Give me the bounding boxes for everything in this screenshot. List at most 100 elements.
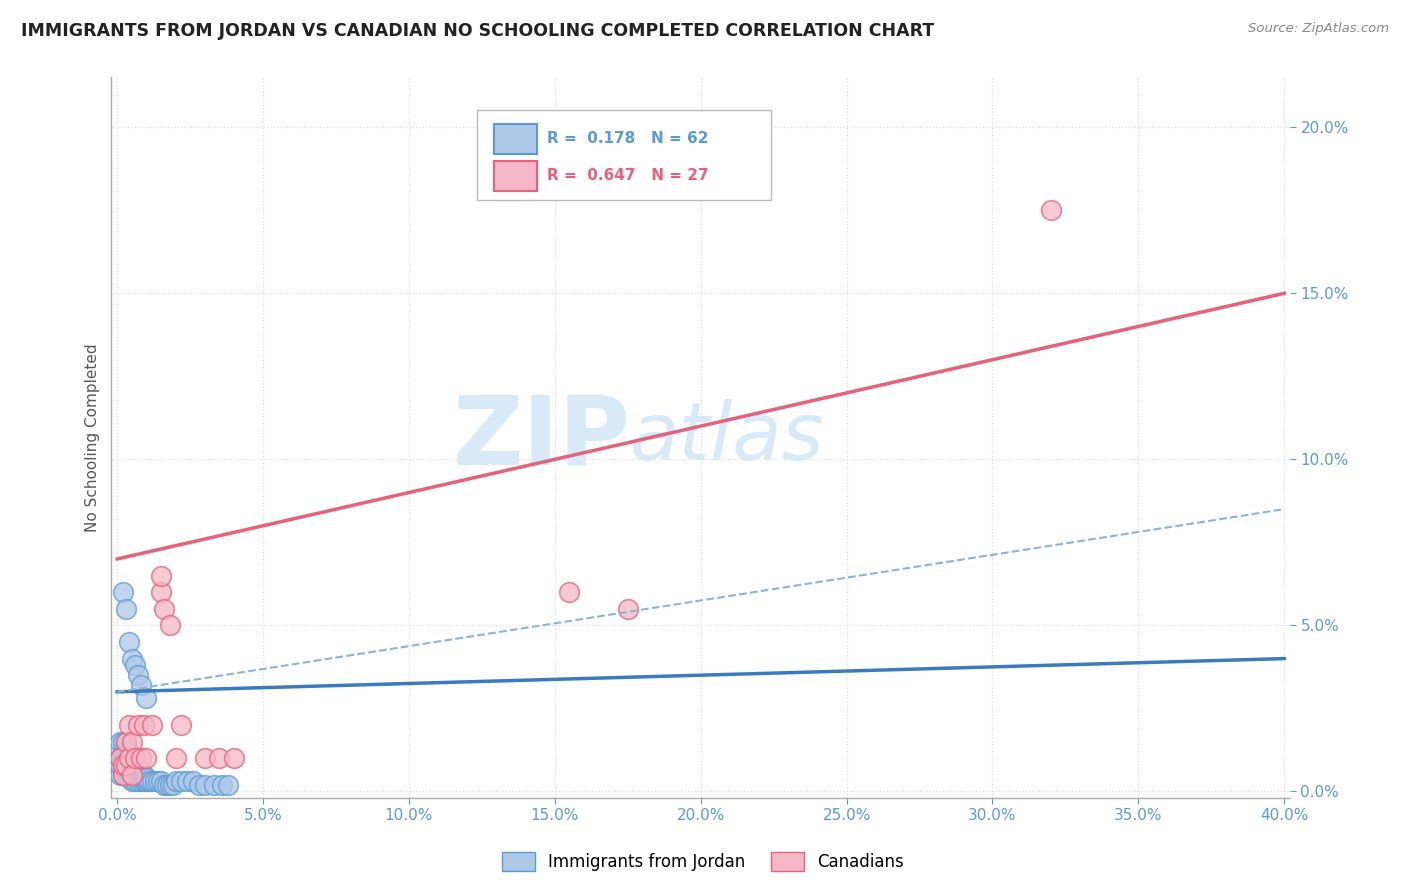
Point <box>115 757 138 772</box>
Text: atlas: atlas <box>630 399 825 476</box>
Point <box>558 585 581 599</box>
Point <box>118 745 141 759</box>
Point <box>124 757 146 772</box>
Point <box>115 751 138 765</box>
Point <box>112 745 135 759</box>
Point <box>129 678 152 692</box>
FancyBboxPatch shape <box>477 110 772 200</box>
Point <box>138 774 160 789</box>
Point <box>135 774 157 789</box>
Point <box>617 601 640 615</box>
Point <box>159 618 181 632</box>
Point <box>108 751 131 765</box>
Point <box>115 734 138 748</box>
Point <box>127 668 149 682</box>
Point <box>118 718 141 732</box>
Point <box>118 751 141 765</box>
Point <box>141 774 163 789</box>
Point <box>129 771 152 785</box>
Point <box>181 774 204 789</box>
Point <box>135 751 157 765</box>
Point <box>108 734 131 748</box>
Point <box>112 768 135 782</box>
Point <box>135 771 157 785</box>
Point <box>121 651 143 665</box>
Text: R =  0.178   N = 62: R = 0.178 N = 62 <box>547 131 709 145</box>
Point <box>112 757 135 772</box>
Point <box>124 774 146 789</box>
Point <box>118 757 141 772</box>
Point <box>132 768 155 782</box>
Point <box>121 751 143 765</box>
Point <box>187 778 209 792</box>
Point <box>170 718 193 732</box>
Point <box>211 778 233 792</box>
Text: IMMIGRANTS FROM JORDAN VS CANADIAN NO SCHOOLING COMPLETED CORRELATION CHART: IMMIGRANTS FROM JORDAN VS CANADIAN NO SC… <box>21 22 935 40</box>
Text: R =  0.647   N = 27: R = 0.647 N = 27 <box>547 168 709 183</box>
Point <box>115 764 138 779</box>
Point <box>156 778 179 792</box>
Point <box>124 751 146 765</box>
Point <box>153 601 176 615</box>
Point <box>118 771 141 785</box>
Point <box>127 768 149 782</box>
Point <box>129 751 152 765</box>
Text: ZIP: ZIP <box>453 392 630 484</box>
Point <box>115 768 138 782</box>
Point <box>165 774 187 789</box>
Point <box>194 778 217 792</box>
Text: Source: ZipAtlas.com: Source: ZipAtlas.com <box>1249 22 1389 36</box>
Point <box>118 751 141 765</box>
Point <box>121 768 143 782</box>
Point <box>121 768 143 782</box>
Point <box>112 734 135 748</box>
Point <box>135 691 157 706</box>
Point <box>124 768 146 782</box>
Point <box>146 774 169 789</box>
Point <box>222 751 245 765</box>
Point <box>176 774 198 789</box>
Point <box>108 751 131 765</box>
Point <box>162 778 184 792</box>
Point <box>1039 203 1062 218</box>
Point <box>159 778 181 792</box>
Point <box>112 751 135 765</box>
Point <box>121 774 143 789</box>
Point <box>121 734 143 748</box>
Point <box>202 778 225 792</box>
Point <box>143 774 166 789</box>
Point <box>115 757 138 772</box>
Point <box>170 774 193 789</box>
Point <box>112 585 135 599</box>
Point <box>194 751 217 765</box>
Point <box>118 635 141 649</box>
Point <box>115 745 138 759</box>
Y-axis label: No Schooling Completed: No Schooling Completed <box>86 343 100 532</box>
Point <box>121 761 143 775</box>
Point <box>141 718 163 732</box>
Point <box>150 585 173 599</box>
Point <box>129 774 152 789</box>
Point <box>124 658 146 673</box>
Point <box>217 778 239 792</box>
FancyBboxPatch shape <box>495 124 537 154</box>
Point <box>150 774 173 789</box>
Point <box>118 764 141 779</box>
Point <box>153 778 176 792</box>
Point <box>108 768 131 782</box>
FancyBboxPatch shape <box>495 161 537 192</box>
Point <box>132 718 155 732</box>
Point <box>127 718 149 732</box>
Point <box>127 761 149 775</box>
Point <box>108 757 131 772</box>
Point <box>127 774 149 789</box>
Legend: Immigrants from Jordan, Canadians: Immigrants from Jordan, Canadians <box>494 843 912 880</box>
Point <box>115 601 138 615</box>
Point <box>132 774 155 789</box>
Point <box>208 751 231 765</box>
Point <box>112 757 135 772</box>
Point <box>165 751 187 765</box>
Point <box>112 768 135 782</box>
Point <box>115 734 138 748</box>
Point <box>150 568 173 582</box>
